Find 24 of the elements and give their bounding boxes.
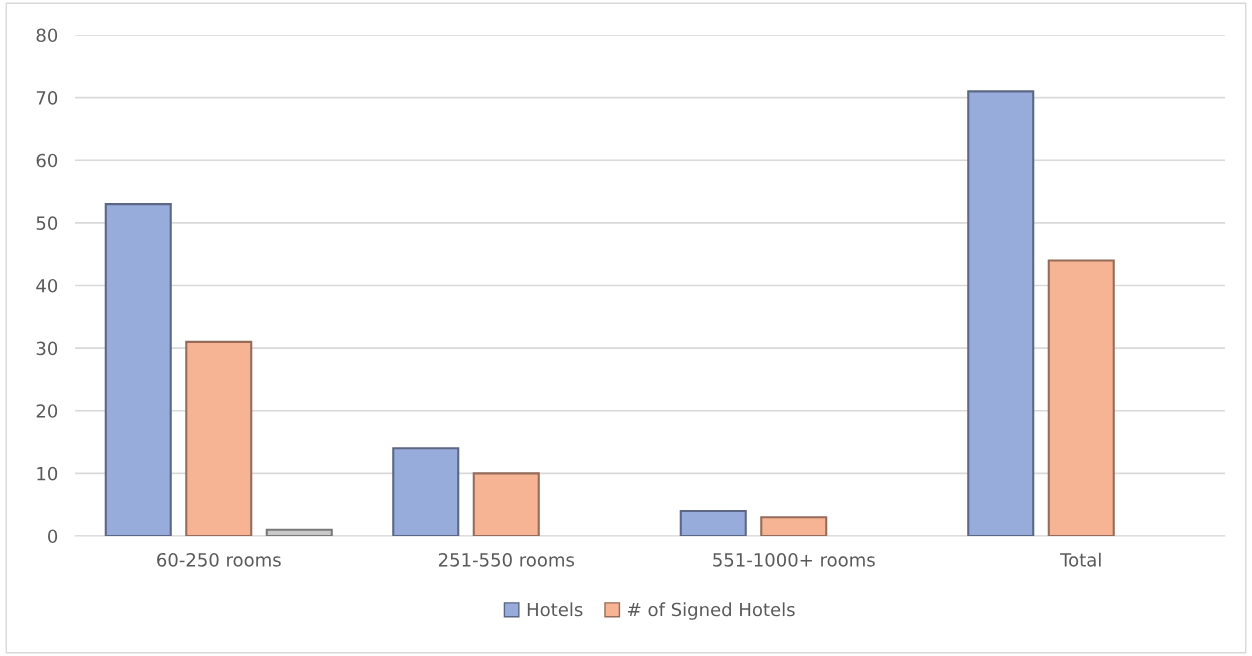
bar <box>1047 259 1115 536</box>
bar <box>679 509 747 536</box>
x-tick-label: 251-550 rooms <box>438 552 575 567</box>
x-tick-label: Total <box>1060 552 1101 567</box>
y-tick-label: 80 <box>36 28 58 43</box>
bar <box>760 516 828 536</box>
y-tick-label: 60 <box>36 153 58 168</box>
y-tick-label: 20 <box>36 404 58 418</box>
y-tick-label: 70 <box>36 91 58 105</box>
bar <box>265 528 333 536</box>
legend-label: # of Signed Hotels <box>628 602 795 620</box>
x-tick-label: 551-1000+ rooms <box>713 552 875 567</box>
bar <box>472 472 540 536</box>
x-tick-label: 60-250 rooms <box>157 552 281 567</box>
y-tick-label: 50 <box>36 216 58 230</box>
bar <box>392 447 460 536</box>
y-tick-label: 40 <box>36 278 58 293</box>
y-tick-label: 30 <box>36 341 58 356</box>
bar <box>967 90 1035 536</box>
y-tick-label: 10 <box>37 466 58 481</box>
y-tick-label: 0 <box>48 529 58 544</box>
bar <box>185 340 253 536</box>
legend-label: Hotels <box>527 602 583 617</box>
bar <box>104 203 172 536</box>
